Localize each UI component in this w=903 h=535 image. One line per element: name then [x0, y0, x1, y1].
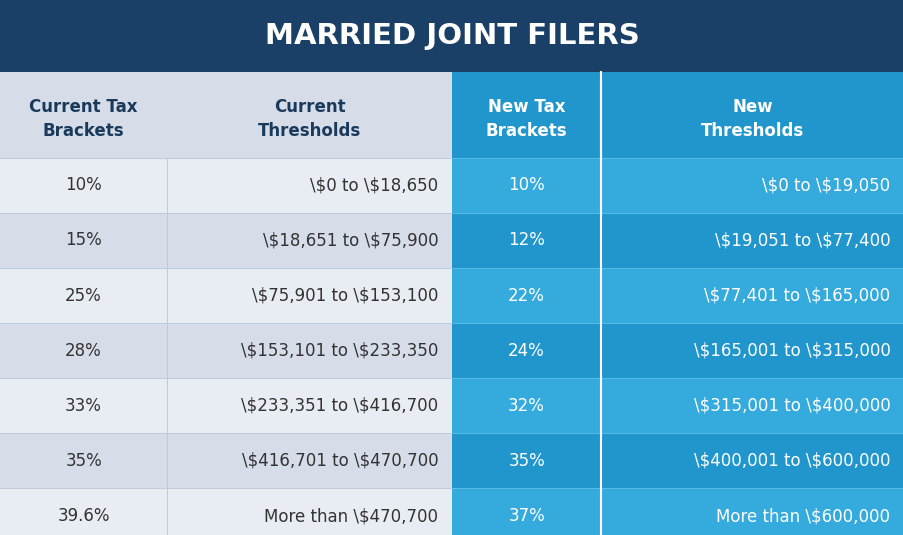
Text: \$0 to \$18,650: \$0 to \$18,650 — [310, 177, 438, 194]
Bar — [452, 488, 903, 535]
Bar — [452, 378, 903, 433]
Bar — [452, 433, 903, 488]
Text: MARRIED JOINT FILERS: MARRIED JOINT FILERS — [265, 22, 638, 50]
Text: \$153,101 to \$233,350: \$153,101 to \$233,350 — [241, 342, 438, 360]
Text: More than \$470,700: More than \$470,700 — [265, 507, 438, 525]
Text: \$18,651 to \$75,900: \$18,651 to \$75,900 — [263, 232, 438, 249]
Text: Current Tax
Brackets: Current Tax Brackets — [29, 98, 138, 140]
Text: \$400,001 to \$600,000: \$400,001 to \$600,000 — [694, 452, 889, 470]
Text: 24%: 24% — [507, 342, 545, 360]
Text: 35%: 35% — [507, 452, 545, 470]
Text: New Tax
Brackets: New Tax Brackets — [485, 98, 567, 140]
Bar — [0, 72, 452, 80]
Bar — [452, 323, 903, 378]
Text: New
Thresholds: New Thresholds — [700, 98, 804, 140]
Text: \$416,701 to \$470,700: \$416,701 to \$470,700 — [241, 452, 438, 470]
Text: 33%: 33% — [65, 397, 102, 415]
Text: Current
Thresholds: Current Thresholds — [257, 98, 361, 140]
Text: 10%: 10% — [507, 177, 545, 194]
Text: 28%: 28% — [65, 342, 102, 360]
Text: \$233,351 to \$416,700: \$233,351 to \$416,700 — [241, 397, 438, 415]
Bar — [0, 488, 452, 535]
Bar — [452, 72, 903, 80]
Bar — [452, 213, 903, 268]
Bar — [0, 268, 452, 323]
Bar — [452, 158, 903, 213]
Text: 10%: 10% — [65, 177, 102, 194]
Text: \$0 to \$19,050: \$0 to \$19,050 — [761, 177, 889, 194]
Bar — [0, 0, 903, 72]
Bar — [452, 80, 903, 158]
Bar — [0, 378, 452, 433]
Text: \$165,001 to \$315,000: \$165,001 to \$315,000 — [693, 342, 889, 360]
Text: \$77,401 to \$165,000: \$77,401 to \$165,000 — [703, 287, 889, 304]
Text: 35%: 35% — [65, 452, 102, 470]
Bar — [452, 268, 903, 323]
Text: 32%: 32% — [507, 397, 545, 415]
Text: 15%: 15% — [65, 232, 102, 249]
Text: 39.6%: 39.6% — [57, 507, 110, 525]
Bar — [0, 323, 452, 378]
Bar — [0, 213, 452, 268]
Text: \$75,901 to \$153,100: \$75,901 to \$153,100 — [252, 287, 438, 304]
Text: \$19,051 to \$77,400: \$19,051 to \$77,400 — [714, 232, 889, 249]
Text: More than \$600,000: More than \$600,000 — [716, 507, 889, 525]
Text: 22%: 22% — [507, 287, 545, 304]
Bar — [0, 158, 452, 213]
Text: \$315,001 to \$400,000: \$315,001 to \$400,000 — [693, 397, 889, 415]
Bar — [0, 80, 452, 158]
Text: 25%: 25% — [65, 287, 102, 304]
Bar — [0, 433, 452, 488]
Text: 12%: 12% — [507, 232, 545, 249]
Text: 37%: 37% — [507, 507, 545, 525]
